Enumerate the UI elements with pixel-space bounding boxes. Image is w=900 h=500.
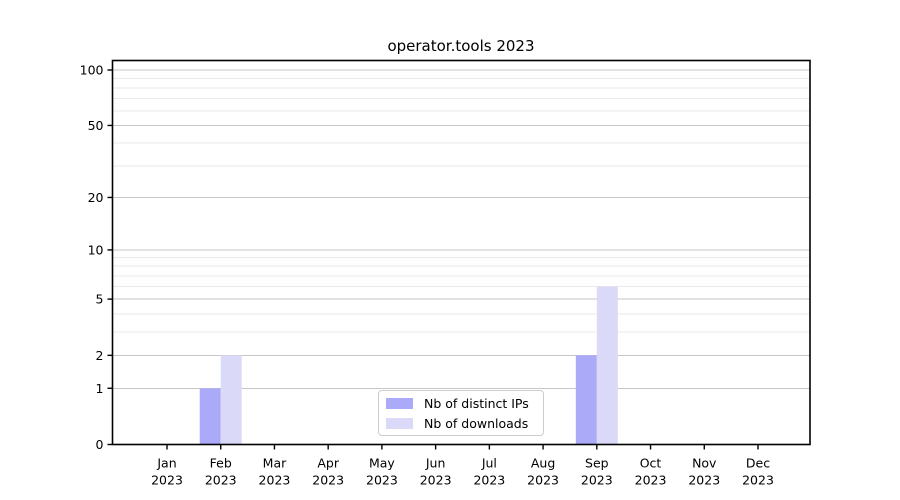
plot-frame: [111, 59, 811, 446]
x-tick-label-year: 2023: [420, 473, 452, 488]
legend-swatch-distinct-ips-icon: [386, 397, 413, 409]
x-axis-labels: Jan 2023 Feb 2023 Mar 2023 Apr 2023 May 2023 Jun 20…: [151, 456, 774, 488]
y-tick-label: 5: [96, 292, 104, 307]
x-tick-label-month: Mar: [263, 456, 287, 471]
x-tick-label-year: 2023: [581, 473, 613, 488]
y-tick-label: 2: [96, 348, 104, 363]
minor-gridlines: [112, 77, 810, 333]
x-tick-label-month: Jan: [156, 456, 176, 471]
bar-downloads-feb: [220, 355, 242, 445]
x-tick-label-year: 2023: [205, 473, 237, 488]
chart-title: operator.tools 2023: [387, 37, 534, 55]
x-tick-label-month: Oct: [640, 456, 662, 471]
x-tick-label-year: 2023: [312, 473, 344, 488]
x-tick-label-month: Sep: [585, 456, 609, 471]
major-gridlines: [112, 69, 810, 389]
plot-border: [111, 59, 811, 446]
y-tick-label: 10: [88, 242, 104, 257]
bar-downloads-sep: [596, 286, 618, 445]
x-tick-label-year: 2023: [635, 473, 667, 488]
bars-distinct-ips: [199, 355, 597, 445]
y-axis-labels: 0 1 2 5 10 20 50 100: [80, 63, 104, 453]
bars-downloads: [220, 286, 618, 445]
x-tick-label-year: 2023: [742, 473, 774, 488]
x-tick-label-month: Feb: [210, 456, 232, 471]
legend-swatch-downloads-icon: [386, 417, 413, 429]
legend-item-downloads: Nb of downloads: [386, 415, 535, 431]
x-tick-label-month: Dec: [746, 456, 770, 471]
x-tick-label-month: Aug: [531, 456, 555, 471]
x-tick-label-month: Jun: [425, 456, 446, 471]
x-tick-label-month: Jul: [481, 456, 497, 471]
x-tick-label-year: 2023: [151, 473, 183, 488]
y-tick-label: 0: [96, 437, 104, 452]
legend-label-distinct-ips: Nb of distinct IPs: [424, 395, 529, 411]
x-tick-label-month: Apr: [317, 456, 339, 471]
x-tick-label-month: May: [369, 456, 395, 471]
x-tick-label-year: 2023: [366, 473, 398, 488]
x-tick-label-year: 2023: [688, 473, 720, 488]
y-tick-label: 1: [96, 381, 104, 396]
bar-ips-sep: [575, 355, 597, 445]
y-tick-label: 20: [88, 190, 104, 205]
legend: Nb of distinct IPs Nb of downloads: [378, 390, 544, 436]
x-tick-label-year: 2023: [473, 473, 505, 488]
x-tick-label-month: Nov: [692, 456, 717, 471]
legend-label-downloads: Nb of downloads: [424, 415, 529, 431]
x-tick-label-year: 2023: [259, 473, 291, 488]
bar-ips-feb: [199, 388, 221, 445]
axis-tick-marks: [107, 69, 759, 450]
y-tick-label: 50: [88, 118, 104, 133]
x-tick-label-year: 2023: [527, 473, 559, 488]
legend-item-distinct-ips: Nb of distinct IPs: [386, 395, 535, 411]
y-tick-label: 100: [80, 63, 104, 78]
